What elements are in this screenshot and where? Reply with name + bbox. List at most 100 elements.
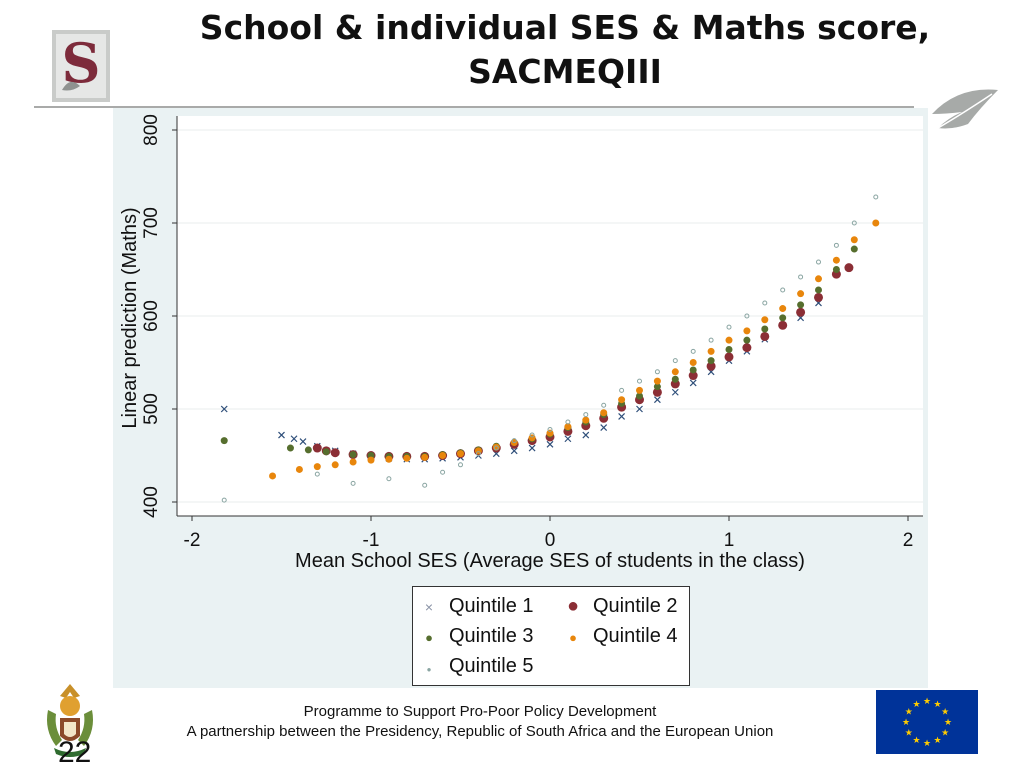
- data-point: [510, 447, 518, 455]
- data-point: [295, 465, 303, 473]
- data-point: [671, 388, 679, 396]
- data-point: [349, 451, 357, 459]
- data-point: [220, 437, 228, 445]
- data-point: [653, 396, 661, 404]
- data-point: [725, 345, 733, 353]
- data-point: [688, 371, 698, 381]
- data-point: [672, 358, 678, 364]
- data-point: [440, 469, 446, 475]
- x-axis-label: Mean School SES (Average SES of students…: [295, 550, 805, 572]
- eu-star-icon: ★: [912, 700, 920, 710]
- data-point: [832, 266, 840, 273]
- data-point: [312, 443, 322, 453]
- data-point: [779, 314, 787, 322]
- axes: 400 500 600 700 800 -2 -1 0 1 2: [141, 114, 923, 551]
- data-point: [547, 426, 553, 432]
- slide-title: School & individual SES & Maths score, S…: [199, 8, 931, 91]
- data-point: [582, 431, 590, 439]
- data-point: [816, 259, 821, 265]
- x-tick-label: -1: [363, 530, 380, 551]
- eu-star-icon: ★: [941, 708, 949, 718]
- data-point: [724, 352, 734, 362]
- data-point: [618, 413, 626, 420]
- data-point: [529, 432, 535, 438]
- eu-star-icon: ★: [941, 729, 949, 739]
- data-point: [653, 377, 661, 385]
- data-point: [653, 383, 661, 391]
- legend-label: Quintile 4: [593, 625, 678, 647]
- data-point: [689, 366, 697, 374]
- data-point: [689, 379, 697, 387]
- data-point: [322, 448, 330, 456]
- data-point: [761, 325, 769, 333]
- data-point: [798, 274, 804, 280]
- legend-label: Quintile 3: [449, 625, 534, 647]
- eu-star-icon: ★: [923, 697, 931, 707]
- data-point: [564, 423, 572, 431]
- footer-line-1: Programme to Support Pro-Poor Policy Dev…: [303, 703, 657, 720]
- data-point: [707, 347, 715, 355]
- data-point: [844, 263, 854, 273]
- data-point: [457, 450, 464, 458]
- legend-item-quintile-2: ● Quintile 2: [565, 594, 678, 618]
- eu-star-icon: ★: [905, 729, 913, 739]
- x-tick-label: 2: [903, 530, 914, 551]
- data-point: [528, 444, 536, 452]
- x-tick-label: 0: [545, 530, 556, 551]
- data-point: [618, 396, 626, 404]
- page-number: 22: [58, 736, 92, 769]
- data-point: [637, 378, 642, 384]
- data-point: [850, 236, 858, 244]
- y-axis-label: Linear prediction (Maths): [119, 207, 141, 428]
- data-point: [475, 451, 481, 457]
- chart-legend: × Quintile 1 ● Quintile 2 ● Quintile 3 ● Qui…: [412, 586, 690, 686]
- leaf-icon: [932, 89, 998, 129]
- data-point: [582, 416, 590, 424]
- data-point: [493, 445, 499, 451]
- data-point: [726, 324, 732, 330]
- data-point: [221, 497, 227, 503]
- series-quintile-5: [221, 194, 879, 503]
- data-point: [796, 307, 806, 317]
- data-point: [601, 402, 607, 408]
- data-point: [707, 357, 715, 365]
- eu-stars: ★ ★★★★★★★★★★★: [902, 697, 952, 749]
- data-point: [331, 461, 339, 469]
- x-marker-icon: ×: [424, 599, 434, 615]
- data-point: [797, 301, 805, 309]
- circle-marker-icon: ●: [569, 630, 577, 645]
- data-point: [350, 480, 356, 486]
- data-point: [652, 387, 662, 397]
- data-point: [564, 435, 572, 443]
- data-point: [546, 440, 554, 448]
- data-point: [636, 386, 643, 394]
- data-point: [690, 348, 696, 354]
- title-divider: [34, 106, 914, 108]
- eu-star-icon: ★: [933, 700, 941, 710]
- data-point: [778, 320, 788, 330]
- data-point: [762, 300, 768, 306]
- data-point: [458, 462, 463, 468]
- legend-item-quintile-5: ● Quintile 5: [421, 654, 534, 682]
- data-point: [706, 361, 716, 371]
- legend-label: Quintile 5: [449, 655, 534, 677]
- data-point: [367, 456, 375, 464]
- data-point: [313, 463, 321, 471]
- data-point: [636, 405, 643, 413]
- data-point: [850, 245, 858, 253]
- data-point: [761, 316, 769, 324]
- data-point: [386, 476, 392, 482]
- data-point: [832, 256, 840, 264]
- legend-label: Quintile 1: [449, 595, 534, 617]
- data-point: [797, 290, 805, 298]
- data-point: [760, 331, 770, 341]
- data-point: [743, 327, 751, 335]
- y-tick-label: 600: [141, 300, 162, 332]
- y-tick-label: 800: [141, 114, 162, 146]
- data-point: [815, 286, 822, 294]
- data-point: [725, 336, 733, 344]
- eu-star-icon: ★: [923, 739, 931, 749]
- eu-star-icon: ★: [902, 718, 910, 728]
- data-point: [600, 409, 608, 417]
- data-point: [872, 219, 880, 227]
